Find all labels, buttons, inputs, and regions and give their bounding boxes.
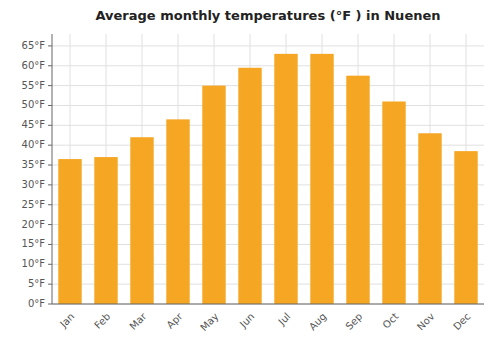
y-tick-label: 0°F bbox=[28, 298, 45, 309]
y-grid-line bbox=[52, 45, 484, 46]
bar bbox=[58, 159, 81, 304]
y-tick-label: 5°F bbox=[28, 278, 45, 289]
x-tick-label: Dec bbox=[451, 311, 472, 332]
y-tick bbox=[48, 284, 52, 285]
y-tick bbox=[48, 184, 52, 185]
y-tick bbox=[48, 65, 52, 66]
y-tick bbox=[48, 125, 52, 126]
title: Average monthly temperatures (°F ) in Nu… bbox=[95, 8, 440, 23]
y-grid-line bbox=[52, 105, 484, 106]
x-tick-label: Aug bbox=[307, 311, 329, 333]
y-tick-label: 60°F bbox=[22, 60, 46, 71]
y-tick-label: 50°F bbox=[22, 99, 46, 110]
y-tick bbox=[48, 165, 52, 166]
y-tick-label: 65°F bbox=[22, 40, 46, 51]
x-tick-label: Feb bbox=[92, 311, 112, 331]
y-tick-label: 25°F bbox=[22, 199, 46, 210]
y-axis-line bbox=[52, 34, 53, 304]
x-tick-label: Jan bbox=[57, 311, 76, 330]
x-axis: Jan Feb Mar Apr May Jun Jul Aug Sep Oct Nov Dec bbox=[57, 310, 472, 333]
y-grid-line bbox=[52, 304, 484, 305]
grid bbox=[52, 34, 484, 304]
y-tick bbox=[48, 145, 52, 146]
y-grid-line bbox=[52, 85, 484, 86]
x-tick-label: Oct bbox=[380, 311, 400, 331]
y-tick-label: 40°F bbox=[22, 139, 46, 150]
bar bbox=[94, 157, 117, 304]
y-tick-label: 55°F bbox=[22, 80, 46, 91]
x-tick-label: Jul bbox=[275, 311, 292, 328]
bar bbox=[238, 68, 261, 304]
y-tick bbox=[48, 244, 52, 245]
x-tick-label: Apr bbox=[164, 310, 185, 331]
x-tick-label: Mar bbox=[127, 310, 149, 332]
y-grid-line bbox=[52, 65, 484, 66]
bar bbox=[418, 133, 441, 304]
x-tick-label: May bbox=[198, 311, 220, 333]
bar bbox=[274, 54, 297, 304]
y-tick bbox=[48, 105, 52, 106]
x-tick-label: Sep bbox=[343, 311, 364, 332]
y-tick bbox=[48, 304, 52, 305]
bar bbox=[382, 102, 405, 305]
x-axis-line bbox=[52, 304, 484, 305]
y-tick-label: 35°F bbox=[22, 159, 46, 170]
y-tick bbox=[48, 45, 52, 46]
bar bbox=[130, 137, 153, 304]
bar bbox=[202, 86, 225, 304]
y-tick bbox=[48, 204, 52, 205]
y-tick-label: 30°F bbox=[22, 179, 46, 190]
x-tick-label: Jun bbox=[237, 311, 257, 331]
y-tick-label: 15°F bbox=[22, 238, 46, 249]
y-tick-label: 10°F bbox=[22, 258, 46, 269]
chart: 0°F 5°F 10°F 15°F 20°F 25°F 30°F 35°F 40°F 45°F 50… bbox=[0, 0, 500, 350]
bars bbox=[58, 54, 477, 304]
y-tick bbox=[48, 224, 52, 225]
bar bbox=[166, 119, 189, 304]
bar bbox=[346, 76, 369, 304]
y-grid-line bbox=[52, 125, 484, 126]
y-tick-label: 45°F bbox=[22, 119, 46, 130]
y-tick-label: 20°F bbox=[22, 219, 46, 230]
y-tick bbox=[48, 264, 52, 265]
x-tick-label: Nov bbox=[415, 311, 437, 333]
bar bbox=[310, 54, 333, 304]
y-axis: 0°F 5°F 10°F 15°F 20°F 25°F 30°F 35°F 40°F 45°F 50… bbox=[22, 40, 52, 309]
y-tick bbox=[48, 85, 52, 86]
bar bbox=[454, 151, 477, 304]
